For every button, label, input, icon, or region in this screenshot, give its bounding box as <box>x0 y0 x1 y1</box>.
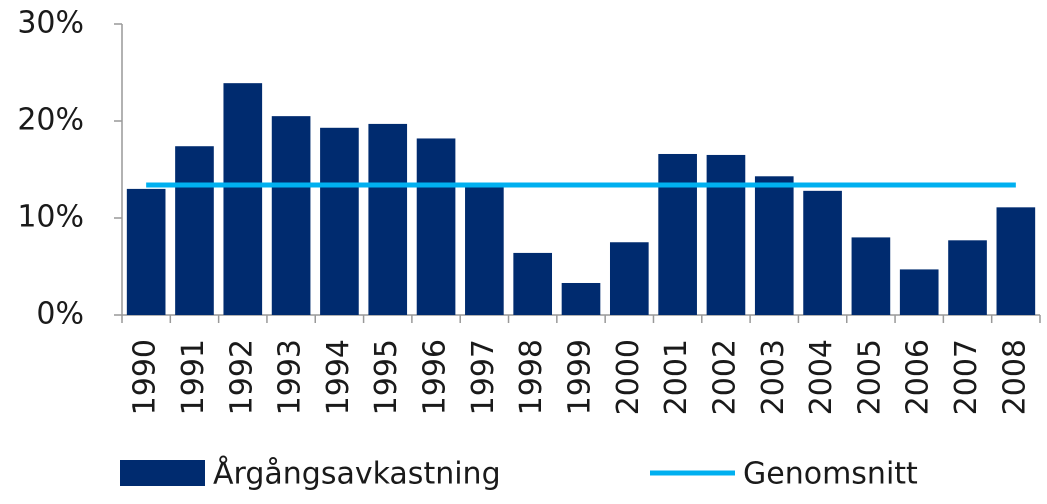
bar <box>416 138 456 315</box>
x-tick-label: 1990 <box>128 339 163 415</box>
legend-swatch <box>120 460 205 486</box>
x-tick-label: 1996 <box>418 339 453 415</box>
bar <box>948 240 987 315</box>
x-tick-label: 1992 <box>224 339 259 415</box>
x-tick-label: 1998 <box>514 339 549 415</box>
bar <box>899 269 939 315</box>
y-tick-label: 20% <box>17 103 84 138</box>
bar <box>223 83 263 315</box>
bar <box>368 123 408 315</box>
bar <box>851 237 891 315</box>
bar <box>803 190 842 315</box>
x-tick-label: 2000 <box>611 339 646 415</box>
legend-item: Årgångsavkastning <box>120 456 501 492</box>
x-tick-label: 2008 <box>997 339 1032 415</box>
x-tick-label: 1995 <box>369 339 404 415</box>
x-tick-label: 2004 <box>804 339 839 415</box>
x-tick-label: 2003 <box>756 339 791 415</box>
bar <box>706 154 746 315</box>
bar <box>513 252 553 315</box>
y-tick-label: 10% <box>17 200 84 235</box>
x-tick-label: 1999 <box>563 339 598 415</box>
bar <box>754 176 794 315</box>
x-tick-label: 1994 <box>321 339 356 415</box>
x-tick-label: 1991 <box>176 339 211 415</box>
bar <box>561 282 601 315</box>
x-tick-label: 2002 <box>707 339 742 415</box>
y-tick-label: 30% <box>17 6 84 41</box>
x-tick-label: 2007 <box>949 339 984 415</box>
x-tick-label: 2005 <box>852 339 887 415</box>
x-tick-label: 1997 <box>466 339 501 415</box>
x-tick-label: 2001 <box>659 339 694 415</box>
x-tick-label: 2006 <box>901 339 936 415</box>
legend-label: Genomsnitt <box>743 457 918 492</box>
legend-item: Genomsnitt <box>650 457 918 492</box>
legend-label: Årgångsavkastning <box>213 456 501 492</box>
bar <box>465 183 504 315</box>
bar <box>320 127 359 315</box>
bar <box>126 188 166 315</box>
bar <box>609 242 649 315</box>
bar <box>271 116 311 316</box>
bar <box>996 207 1036 315</box>
y-tick-label: 0% <box>36 297 84 332</box>
bar <box>175 146 214 315</box>
x-tick-label: 1993 <box>273 339 308 415</box>
bar <box>658 153 697 315</box>
